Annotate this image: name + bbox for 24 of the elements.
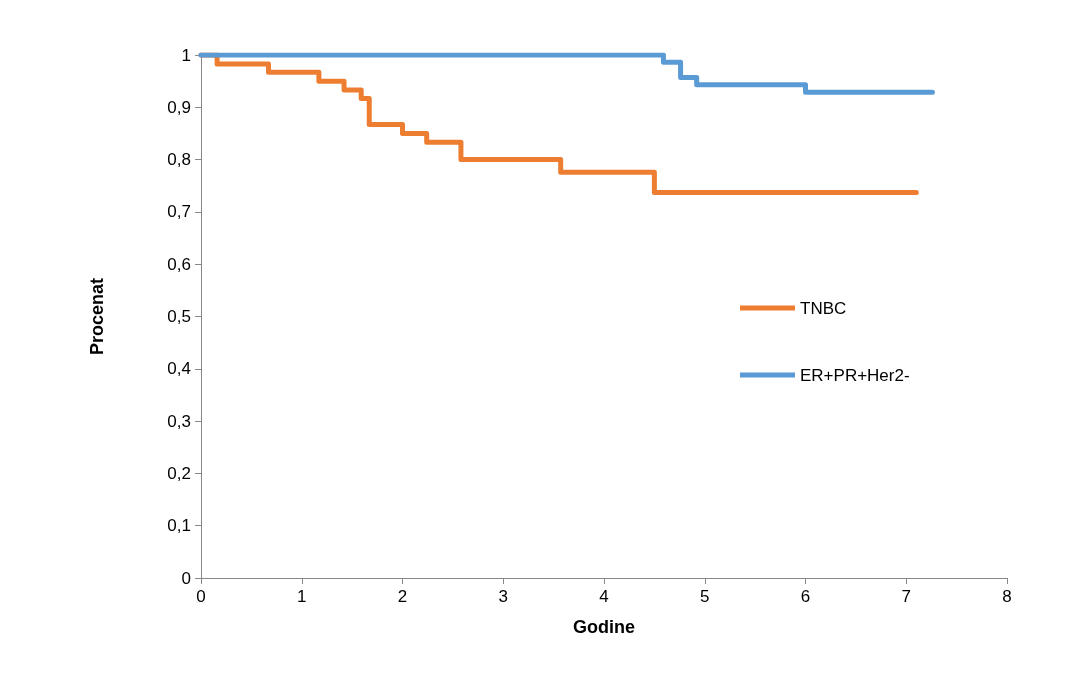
y-tick-label: 0,9 [167,97,191,117]
x-tick-label: 7 [901,587,911,606]
y-tick-label: 0,2 [167,463,191,483]
x-tick-label: 0 [196,587,206,606]
x-tick-label: 1 [297,587,307,606]
x-tick-label: 5 [700,587,710,606]
x-tick-label: 3 [498,587,508,606]
y-axis-title: Procenat [87,277,107,356]
legend-label: TNBC [800,298,847,318]
x-tick-label: 4 [599,587,609,606]
x-tick-label: 2 [397,587,408,606]
y-tick-label: 0 [181,568,191,588]
y-tick-label: 0,1 [167,516,191,536]
y-tick-label: 0,7 [167,202,191,222]
x-axis-title: Godine [573,617,635,637]
y-tick-label: 0,3 [167,411,191,431]
y-tick-label: 0,6 [167,254,191,274]
x-tick-label: 6 [800,587,811,606]
x-tick-label: 8 [1002,587,1012,606]
legend-label: ER+PR+Her2- [800,365,910,385]
y-tick-label: 0,5 [167,307,191,326]
y-tick-label: 0,8 [167,150,191,170]
y-tick-label: 0,4 [167,359,191,379]
y-tick-label: 1 [181,45,191,65]
